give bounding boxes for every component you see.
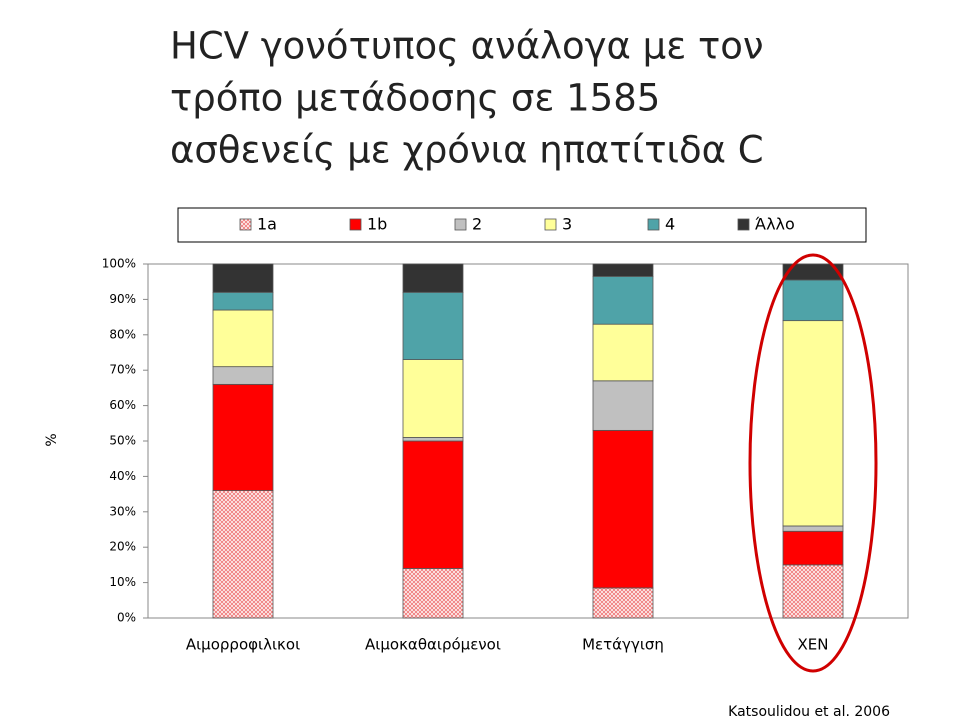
legend-swatch — [544, 218, 557, 231]
y-axis-label: % — [44, 433, 60, 446]
source: Katsoulidou et al. 2006 — [728, 704, 890, 720]
legend-swatch — [647, 218, 660, 231]
y-tick-label: 30% — [109, 504, 136, 518]
legend-label: 1a — [257, 215, 277, 234]
y-tick-label: 100% — [102, 257, 136, 271]
legend-label: 4 — [665, 215, 675, 234]
legend-box — [177, 207, 867, 243]
legend-swatch — [737, 218, 750, 231]
legend-swatch — [454, 218, 467, 231]
y-tick-label: 50% — [109, 434, 136, 448]
bar-segment — [402, 359, 464, 438]
y-tick-label: 90% — [109, 292, 136, 306]
x-tick-label: Μετάγγιση — [582, 636, 664, 654]
y-tick-label: 70% — [109, 363, 136, 377]
title-line: HCV γονότυπος ανάλογα με τον — [170, 25, 764, 68]
bar-segment — [782, 279, 844, 322]
legend-label: 2 — [472, 215, 482, 234]
title-line: τρόπο μετάδοσης σε 1585 — [170, 77, 660, 120]
bar-segment — [782, 263, 844, 281]
x-tick-label: ΧΕΝ — [798, 636, 829, 654]
legend-swatch — [349, 218, 362, 231]
x-tick-label: Αιμορροφιλικοι — [186, 636, 300, 654]
bar-segment — [592, 380, 654, 431]
bar-segment — [402, 263, 464, 293]
y-tick-label: 0% — [117, 611, 136, 625]
bar-segment — [212, 366, 274, 385]
bar-segment — [402, 440, 464, 569]
bar-segment — [212, 291, 274, 311]
bar-segment — [212, 263, 274, 293]
y-tick-label: 80% — [109, 327, 136, 341]
title-line: ασθενείς με χρόνια ηπατίτιδα C — [170, 129, 764, 172]
bar-segment — [782, 320, 844, 527]
x-tick-label: Αιμοκαθαιρόμενοι — [365, 636, 501, 654]
bar-segment — [402, 568, 464, 619]
legend-label: 3 — [562, 215, 572, 234]
bar-segment — [592, 587, 654, 619]
bar-segment — [782, 525, 844, 532]
bar-segment — [212, 309, 274, 368]
bar-segment — [592, 263, 654, 277]
bar-segment — [782, 530, 844, 566]
bar-segment — [592, 323, 654, 382]
bar-segment — [212, 383, 274, 491]
bar-segment — [402, 437, 464, 442]
bar-segment — [212, 490, 274, 619]
y-tick-label: 20% — [109, 540, 136, 554]
bar-segment — [592, 275, 654, 325]
legend-swatch — [239, 218, 252, 231]
legend-label: 1b — [367, 215, 387, 234]
bar-segment — [402, 291, 464, 360]
bar-segment — [592, 429, 654, 589]
y-tick-label: 10% — [109, 575, 136, 589]
y-tick-label: 40% — [109, 469, 136, 483]
legend-label: Άλλο — [755, 215, 795, 234]
bar-segment — [782, 564, 844, 619]
y-tick-label: 60% — [109, 398, 136, 412]
highlight-ellipse — [748, 253, 878, 673]
